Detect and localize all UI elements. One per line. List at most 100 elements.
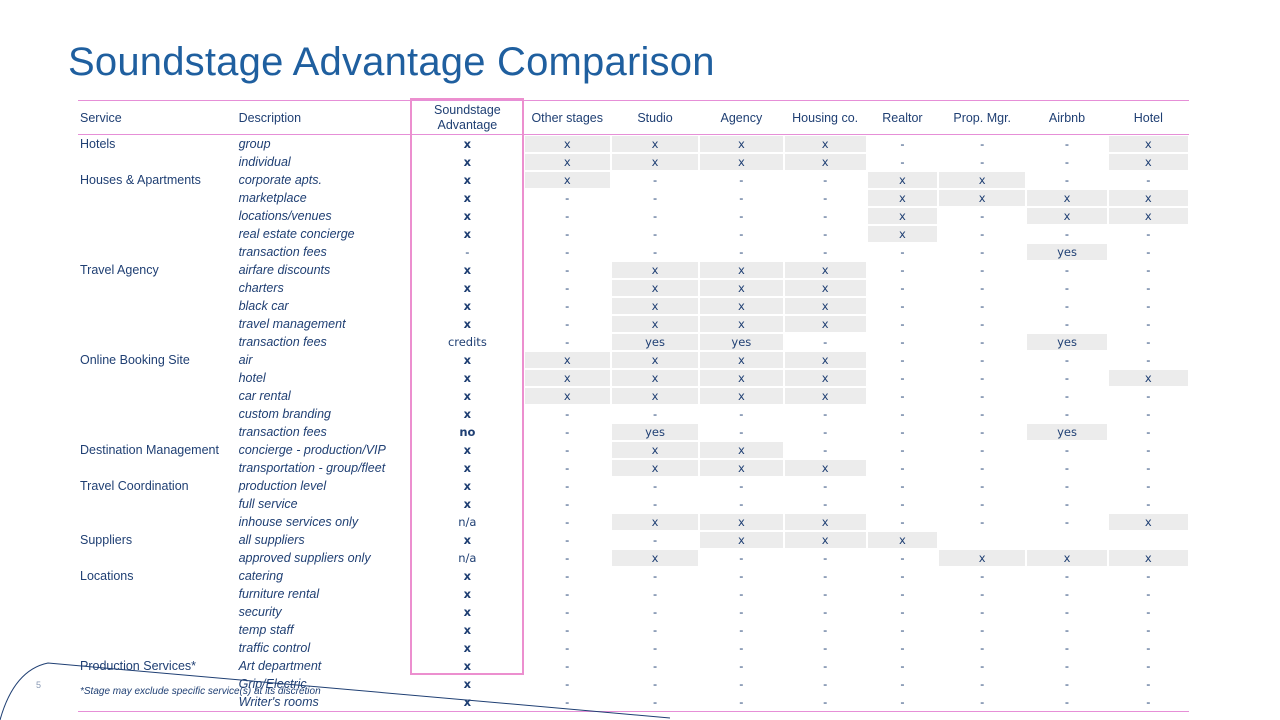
comparison-cell: x bbox=[699, 135, 783, 154]
table-row: Online Booking Site air x x x x x - - - - bbox=[78, 351, 1189, 369]
comparison-cell: - bbox=[938, 135, 1026, 154]
comparison-cell: - bbox=[784, 225, 867, 243]
comparison-cell: - bbox=[1108, 423, 1189, 441]
cell-value: x bbox=[463, 263, 472, 277]
table-row: locations/venues x - - - - x - x x bbox=[78, 207, 1189, 225]
cell-value: x bbox=[784, 370, 866, 386]
service-cell: Hotels bbox=[80, 137, 116, 151]
cell-value: x bbox=[700, 532, 783, 548]
cell-value: - bbox=[739, 407, 744, 421]
cell-value: - bbox=[1146, 659, 1151, 673]
comparison-cell: - bbox=[1108, 279, 1189, 297]
cell-value: - bbox=[565, 299, 570, 313]
cell-value: - bbox=[652, 677, 658, 691]
cell-value: x bbox=[463, 533, 472, 547]
comparison-cell: - bbox=[524, 261, 611, 279]
cell-value: - bbox=[1064, 623, 1070, 637]
comparison-cell: - bbox=[938, 675, 1026, 693]
comparison-cell: - bbox=[867, 243, 938, 261]
cell-value: x bbox=[463, 443, 472, 457]
cell-value: x bbox=[867, 208, 938, 224]
comparison-cell: x bbox=[699, 441, 783, 459]
cell-value: - bbox=[823, 209, 828, 223]
cell-value: - bbox=[980, 443, 985, 457]
cell-value: - bbox=[900, 605, 905, 619]
cell-value: x bbox=[700, 370, 783, 386]
description-cell: corporate apts. bbox=[238, 173, 322, 187]
page-number: 5 bbox=[36, 680, 42, 690]
comparison-cell: - bbox=[1026, 225, 1107, 243]
comparison-cell: x bbox=[699, 279, 783, 297]
cell-value: - bbox=[900, 137, 905, 151]
cell-value: - bbox=[823, 443, 828, 457]
comparison-cell: - bbox=[1108, 297, 1189, 315]
cell-value: - bbox=[1064, 515, 1070, 529]
description-cell: charters bbox=[238, 281, 284, 295]
cell-value: - bbox=[565, 317, 570, 331]
cell-value: - bbox=[1146, 353, 1151, 367]
comparison-cell: x bbox=[699, 297, 783, 315]
cell-value: x bbox=[700, 298, 783, 314]
cell-value: x bbox=[611, 316, 699, 332]
header-prop-mgr: Prop. Mgr. bbox=[938, 100, 1027, 135]
comparison-cell: x bbox=[938, 171, 1026, 189]
comparison-cell: - bbox=[610, 693, 700, 712]
cell-value: - bbox=[1146, 623, 1151, 637]
cell-value: x bbox=[463, 209, 472, 223]
comparison-cell: - bbox=[938, 621, 1026, 639]
comparison-cell: x bbox=[699, 351, 783, 369]
cell-value: x bbox=[1027, 550, 1107, 566]
cell-value: x bbox=[784, 514, 866, 530]
comparison-cell: - bbox=[1026, 513, 1107, 531]
description-cell: security bbox=[238, 605, 282, 619]
cell-value: - bbox=[565, 479, 570, 493]
cell-value: - bbox=[565, 623, 570, 637]
cell-value: - bbox=[900, 461, 905, 475]
comparison-cell: - bbox=[938, 603, 1026, 621]
cell-value: x bbox=[784, 154, 866, 170]
comparison-cell: x bbox=[699, 387, 783, 405]
comparison-cell: - bbox=[1108, 657, 1189, 675]
comparison-cell: - bbox=[699, 423, 783, 441]
cell-value: - bbox=[823, 677, 828, 691]
service-cell bbox=[78, 549, 237, 567]
comparison-cell: - bbox=[699, 243, 783, 261]
header-service: Service bbox=[78, 100, 237, 135]
cell-value: x bbox=[463, 623, 472, 637]
cell-value: - bbox=[739, 227, 744, 241]
comparison-cell: - bbox=[524, 531, 611, 549]
service-cell bbox=[78, 153, 237, 171]
cell-value: - bbox=[900, 353, 905, 367]
cell-value: - bbox=[900, 587, 905, 601]
cell-value: - bbox=[1064, 353, 1070, 367]
cell-value: - bbox=[652, 191, 658, 205]
description-cell: temp staff bbox=[238, 623, 294, 637]
header-agency: Agency bbox=[699, 100, 784, 135]
comparison-cell: x bbox=[1026, 549, 1107, 567]
comparison-cell: - bbox=[611, 621, 699, 639]
table-row: hotel x x x x x - - - x bbox=[78, 369, 1189, 387]
cell-value: x bbox=[611, 388, 699, 404]
cell-value: - bbox=[1146, 263, 1151, 277]
cell-value: - bbox=[739, 497, 744, 511]
comparison-cell: - bbox=[867, 477, 938, 495]
description-cell: car rental bbox=[238, 389, 291, 403]
service-cell: Travel Agency bbox=[80, 263, 159, 277]
description-cell: transportation - group/fleet bbox=[238, 461, 386, 475]
comparison-cell: x bbox=[699, 315, 783, 333]
table-row: approved suppliers only n/a - x - - - x x x bbox=[78, 549, 1189, 567]
cell-value: - bbox=[739, 245, 744, 259]
cell-value: - bbox=[1146, 695, 1151, 709]
comparison-cell: - bbox=[867, 279, 938, 297]
cell-value: - bbox=[652, 623, 658, 637]
comparison-cell: x bbox=[784, 369, 867, 387]
comparison-cell: - bbox=[867, 621, 938, 639]
comparison-cell: - bbox=[938, 333, 1026, 351]
cell-value: n/a bbox=[458, 515, 477, 529]
cell-value: - bbox=[980, 263, 985, 277]
cell-value: - bbox=[565, 533, 570, 547]
cell-value: - bbox=[900, 551, 905, 565]
soundstage-advantage-cell: credits bbox=[411, 333, 523, 351]
description-cell: full service bbox=[238, 497, 298, 511]
comparison-cell: - bbox=[699, 657, 783, 675]
